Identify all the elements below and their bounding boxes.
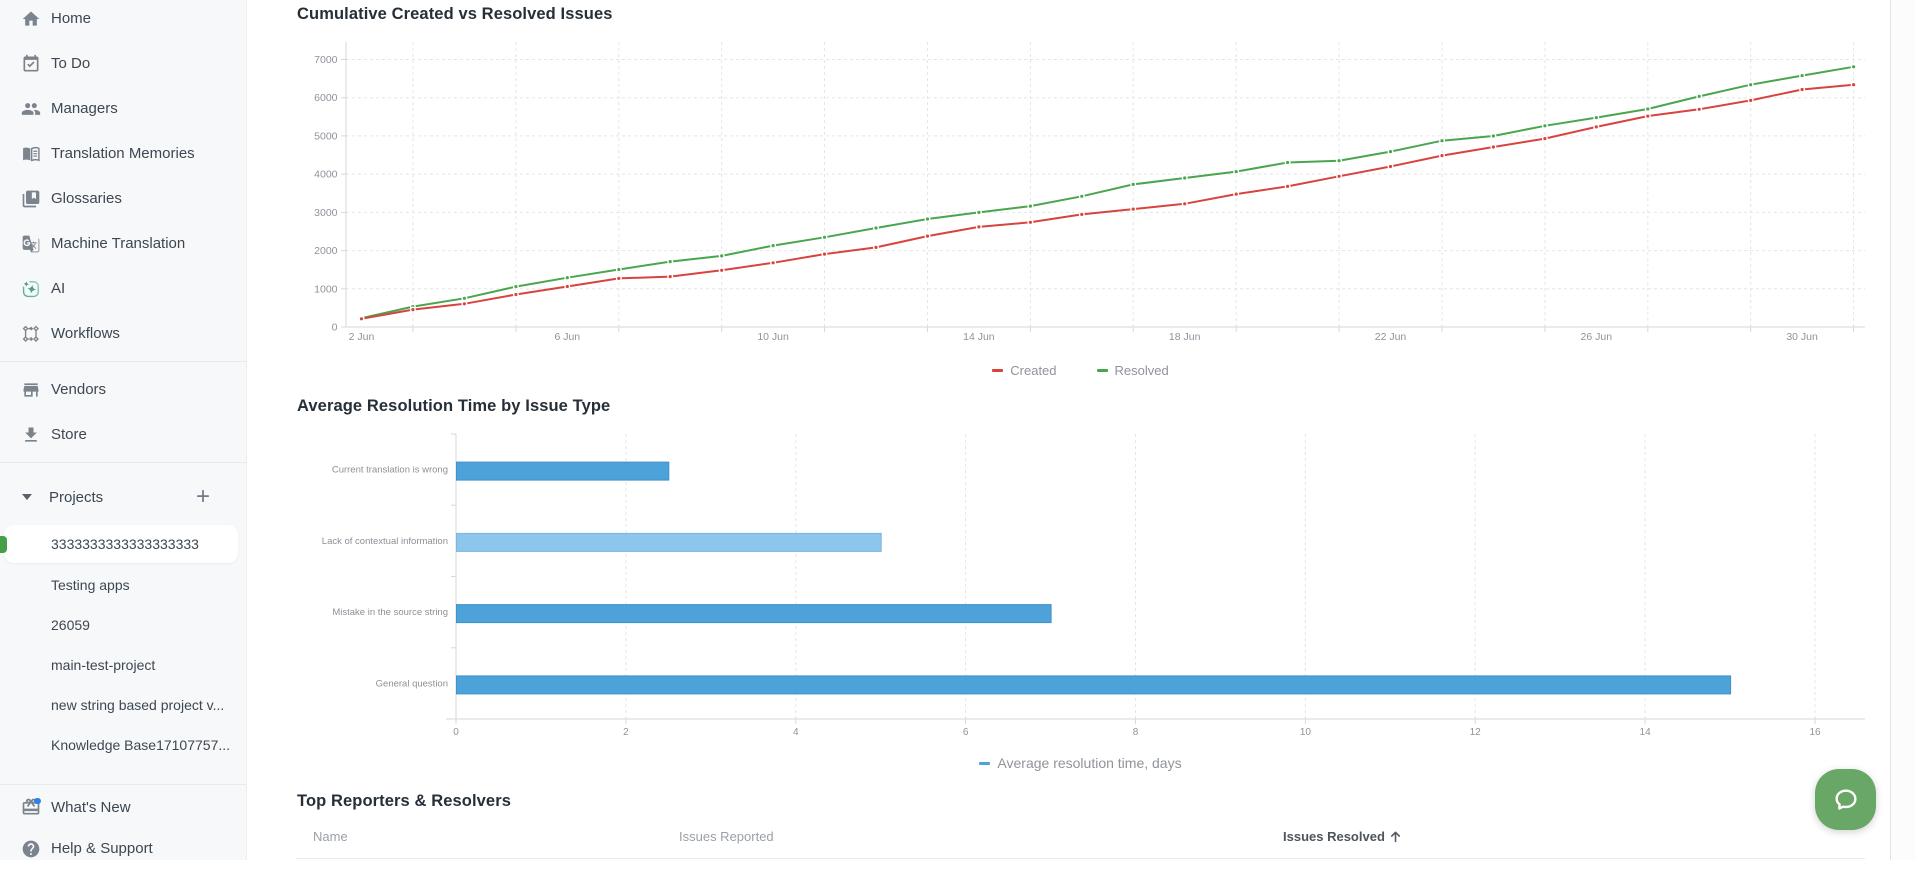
svg-text:5000: 5000 [314,130,338,142]
svg-text:Lack of contextual information: Lack of contextual information [322,536,448,547]
svg-text:6: 6 [963,727,969,738]
svg-text:10: 10 [1300,727,1312,738]
svg-text:2 Jun: 2 Jun [349,331,375,343]
svg-text:0: 0 [453,727,459,738]
svg-text:General question: General question [376,678,448,689]
svg-text:16: 16 [1809,727,1821,738]
svg-text:4: 4 [793,727,799,738]
svg-text:18 Jun: 18 Jun [1169,331,1201,343]
svg-text:3000: 3000 [314,207,338,219]
svg-text:4000: 4000 [314,169,338,181]
svg-text:8: 8 [1133,727,1139,738]
svg-text:26 Jun: 26 Jun [1581,331,1613,343]
svg-text:2000: 2000 [314,245,338,257]
svg-text:14 Jun: 14 Jun [963,331,995,343]
svg-text:Mistake in the source string: Mistake in the source string [332,607,448,618]
svg-text:6 Jun: 6 Jun [554,331,580,343]
svg-text:14: 14 [1640,727,1652,738]
svg-text:7000: 7000 [314,54,338,66]
svg-text:6000: 6000 [314,92,338,104]
svg-text:22 Jun: 22 Jun [1375,331,1407,343]
svg-text:1000: 1000 [314,283,338,295]
svg-text:0: 0 [332,322,338,334]
svg-text:Current translation is wrong: Current translation is wrong [332,465,448,476]
svg-text:30 Jun: 30 Jun [1786,331,1818,343]
svg-text:2: 2 [623,727,629,738]
svg-text:12: 12 [1470,727,1482,738]
svg-text:10 Jun: 10 Jun [757,331,789,343]
